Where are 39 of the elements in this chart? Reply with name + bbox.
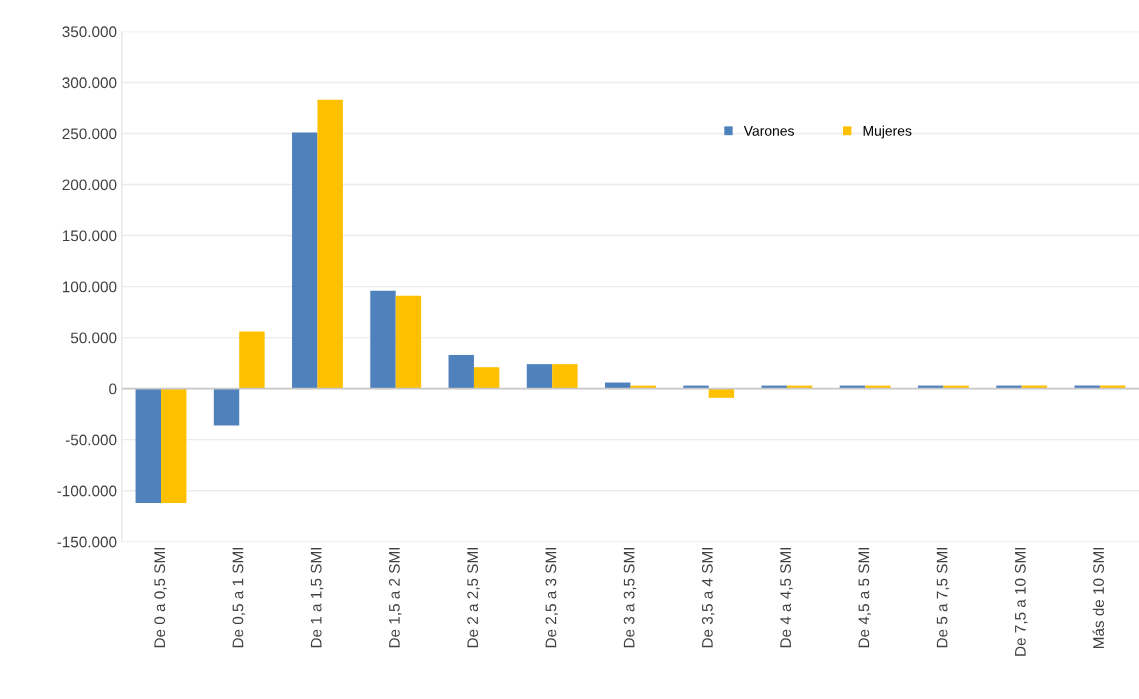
- bar: [317, 99, 343, 389]
- bar: [239, 331, 265, 389]
- bar: [395, 295, 422, 389]
- y-tick-label: 100.000: [62, 281, 117, 293]
- x-tick-label: De 5 a 7,5 SMI: [936, 547, 950, 648]
- x-tick-label: De 2,5 a 3 SMI: [545, 547, 559, 648]
- x-tick-label: Más de 10 SMI: [1092, 547, 1104, 649]
- bar: [552, 364, 578, 389]
- y-tick-label: 150.000: [62, 230, 117, 242]
- y-tick-label: -50.000: [65, 434, 117, 446]
- x-tick-label: De 0 a 0,5 SMI: [154, 547, 167, 648]
- x-tick-label: De 3 a 3,5 SMI: [623, 547, 637, 648]
- bar: [448, 354, 474, 389]
- x-tick-label: De 1 a 1,5 SMI: [310, 547, 324, 648]
- bar: [473, 367, 500, 389]
- y-tick-label: 50.000: [70, 332, 117, 344]
- bar: [370, 290, 396, 389]
- y-tick-label: 250.000: [62, 128, 117, 140]
- bar: [708, 388, 735, 398]
- legend-label: Varones: [743, 126, 794, 136]
- y-tick-label: 300.000: [62, 77, 117, 89]
- y-tick-label: 350.000: [62, 26, 117, 38]
- x-tick-label: De 4,5 a 5 SMI: [858, 547, 872, 648]
- bar: [213, 388, 240, 426]
- bar: [135, 388, 161, 503]
- y-tick-label: -150.000: [57, 536, 117, 548]
- y-tick-label: 200.000: [62, 179, 117, 191]
- x-tick-label: De 3,5 a 4 SMI: [701, 547, 715, 648]
- x-tick-label: De 4 a 4,5 SMI: [780, 547, 793, 648]
- x-tick-label: De 7,5 a 10 SMI: [1014, 547, 1028, 656]
- bar: [292, 132, 318, 389]
- legend-label: Mujeres: [863, 125, 912, 139]
- x-tick-label: De 0,5 a 1 SMI: [232, 547, 246, 648]
- bar: [160, 388, 187, 503]
- y-tick-label: -100.000: [57, 485, 117, 497]
- bar: [526, 364, 553, 389]
- y-tick-label: 0: [109, 383, 117, 395]
- x-tick-label: De 2 a 2,5 SMI: [467, 547, 480, 648]
- x-tick-label: De 1,5 a 2 SMI: [389, 547, 402, 648]
